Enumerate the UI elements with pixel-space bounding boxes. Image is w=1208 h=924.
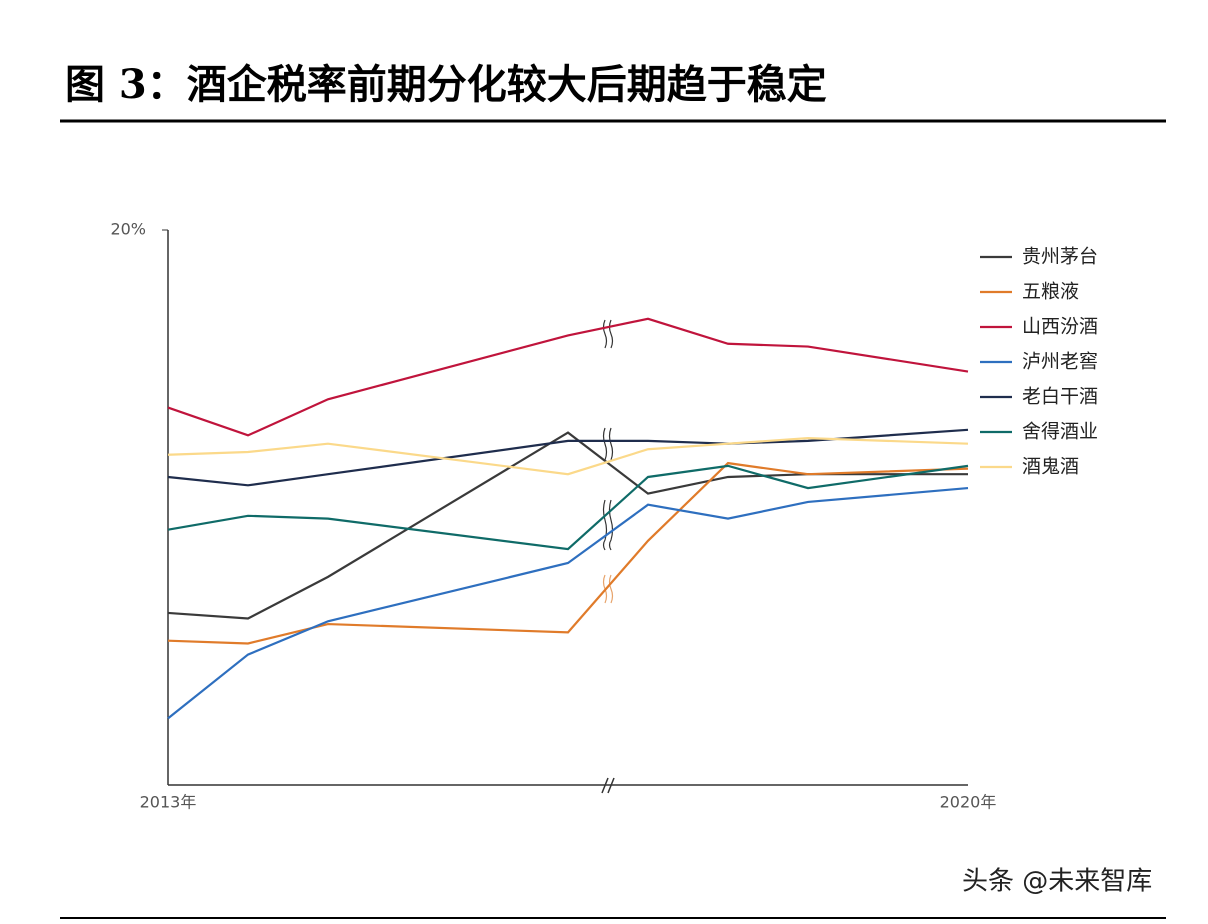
- legend-label: 贵州茅台: [1022, 246, 1098, 268]
- legend-label: 舍得酒业: [1022, 421, 1098, 443]
- legend-label: 山西汾酒: [1022, 316, 1098, 338]
- x-tick-label: 2013年: [140, 793, 197, 812]
- legend-label: 酒鬼酒: [1022, 456, 1079, 478]
- legend-label: 五粮液: [1022, 281, 1079, 303]
- legend-label: 泸州老窖: [1022, 351, 1098, 373]
- y-tick-label: 20%: [110, 220, 146, 239]
- axis-break: [601, 777, 615, 794]
- series-line: [167, 486, 969, 720]
- watermark: 头条 @未来智库: [962, 867, 1152, 897]
- x-tick-label: 2020年: [940, 793, 997, 812]
- series-line: [167, 464, 969, 551]
- series-line: [167, 428, 969, 487]
- series-line: [167, 317, 969, 437]
- series-line: [167, 437, 969, 476]
- series-line: [167, 461, 969, 645]
- chart-title: 图 3：酒企税率前期分化较大后期趋于稳定: [65, 61, 827, 108]
- legend-label: 老白干酒: [1022, 386, 1098, 408]
- series-line: [167, 431, 968, 620]
- line-breaks: [602, 319, 614, 604]
